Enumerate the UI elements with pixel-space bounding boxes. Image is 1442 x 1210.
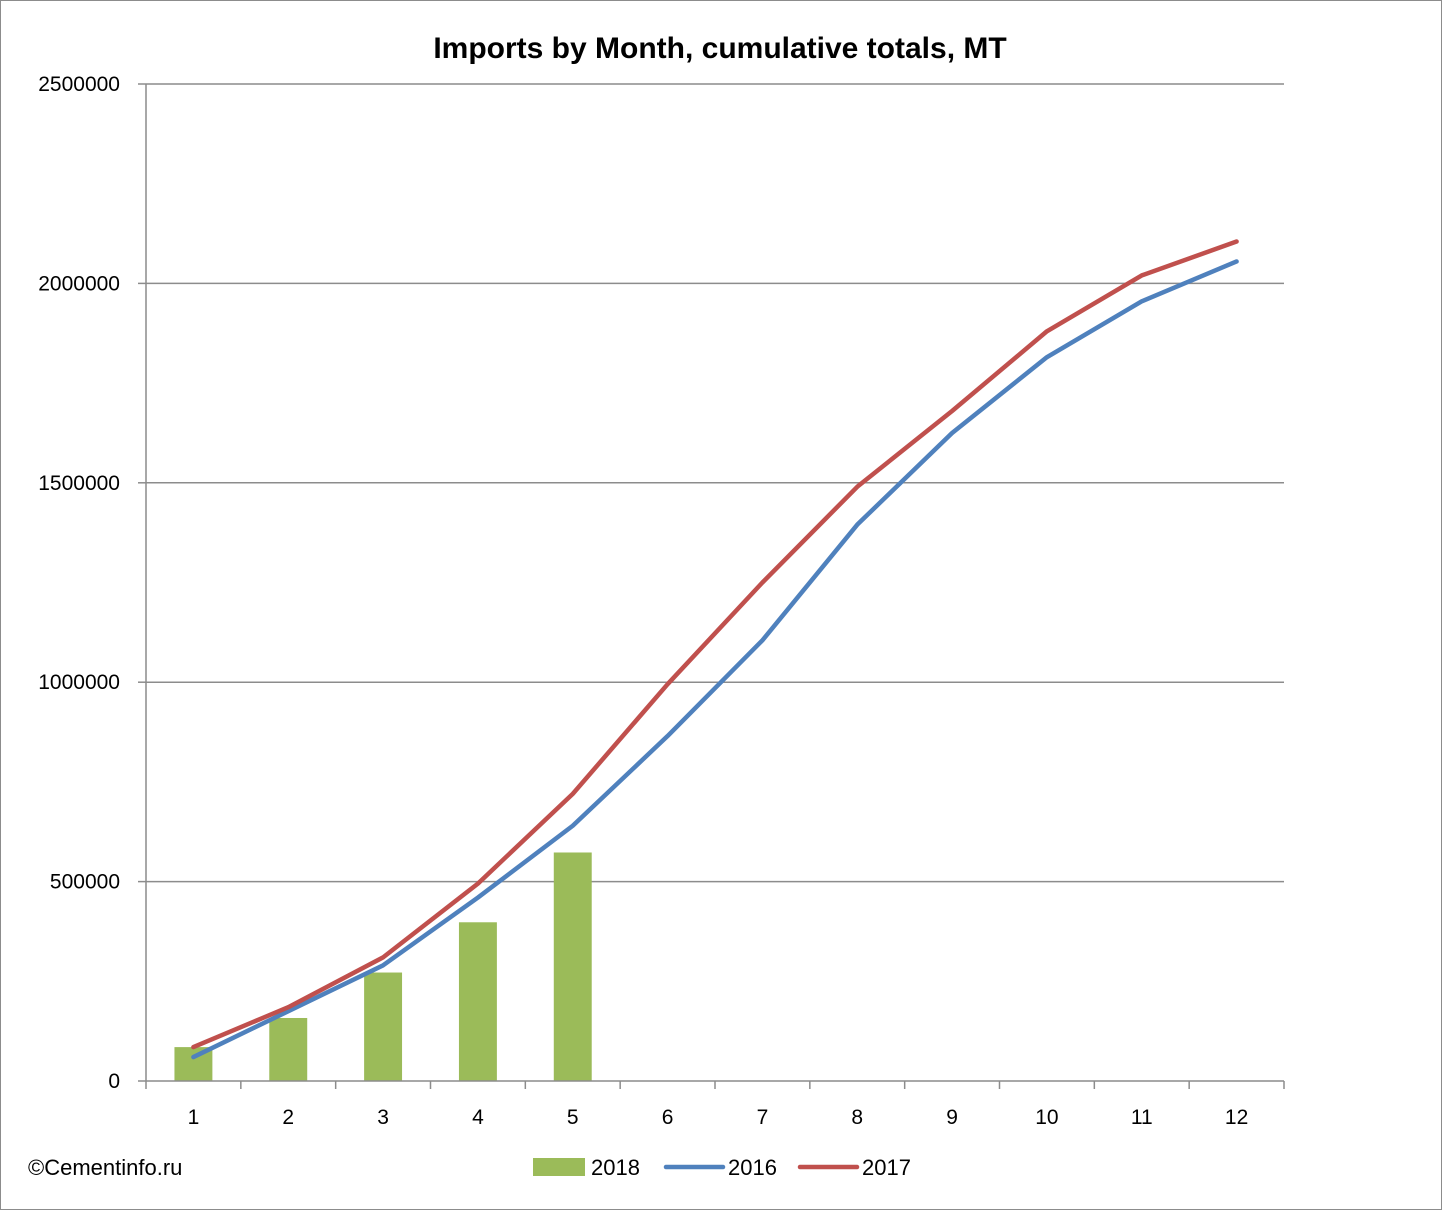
legend-label-2018: 2018 [591, 1155, 640, 1180]
bar-2018-3 [364, 972, 403, 1081]
x-tick-label-6: 6 [662, 1106, 674, 1129]
x-tick-label-2: 2 [282, 1106, 294, 1129]
bar-2018-5 [553, 852, 592, 1081]
x-tick-label-11: 11 [1131, 1106, 1153, 1129]
y-axis-ticks: 0 500000 1000000 1500000 2000000 2500000 [38, 73, 146, 1093]
x-tick-label-7: 7 [757, 1106, 769, 1129]
y-tick-label-1000000: 1000000 [38, 671, 120, 694]
x-axis-ticks: 1 2 3 4 5 6 7 8 9 10 11 12 [145, 1081, 1285, 1129]
bar-2018-2 [269, 1017, 308, 1081]
x-tick-label-3: 3 [377, 1106, 389, 1129]
legend: 2018 2016 2017 [533, 1155, 911, 1180]
y-tick-label-500000: 500000 [50, 871, 120, 894]
bar-2018-4 [458, 922, 497, 1081]
legend-label-2016: 2016 [728, 1155, 777, 1180]
x-tick-label-8: 8 [851, 1106, 863, 1129]
axes [145, 84, 1284, 1082]
credit-text: ©Cementinfo.ru [28, 1155, 182, 1180]
x-tick-label-12: 12 [1225, 1106, 1248, 1129]
x-tick-label-1: 1 [188, 1106, 200, 1129]
line-2016 [191, 259, 1239, 1060]
line-series [191, 239, 1239, 1060]
gridlines [146, 83, 1284, 883]
x-tick-label-5: 5 [567, 1106, 579, 1129]
legend-label-2017: 2017 [862, 1155, 911, 1180]
line-2017 [191, 239, 1239, 1050]
x-tick-label-10: 10 [1035, 1106, 1058, 1129]
y-tick-label-2000000: 2000000 [38, 272, 120, 295]
y-tick-label-2500000: 2500000 [38, 73, 120, 96]
x-tick-label-9: 9 [946, 1106, 958, 1129]
legend-swatch-2018 [533, 1158, 585, 1176]
x-tick-label-4: 4 [472, 1106, 484, 1129]
bar-series-2018 [174, 852, 592, 1081]
y-tick-label-0: 0 [108, 1070, 120, 1093]
y-tick-label-1500000: 1500000 [38, 472, 120, 495]
chart-title: Imports by Month, cumulative totals, MT [433, 32, 1006, 65]
